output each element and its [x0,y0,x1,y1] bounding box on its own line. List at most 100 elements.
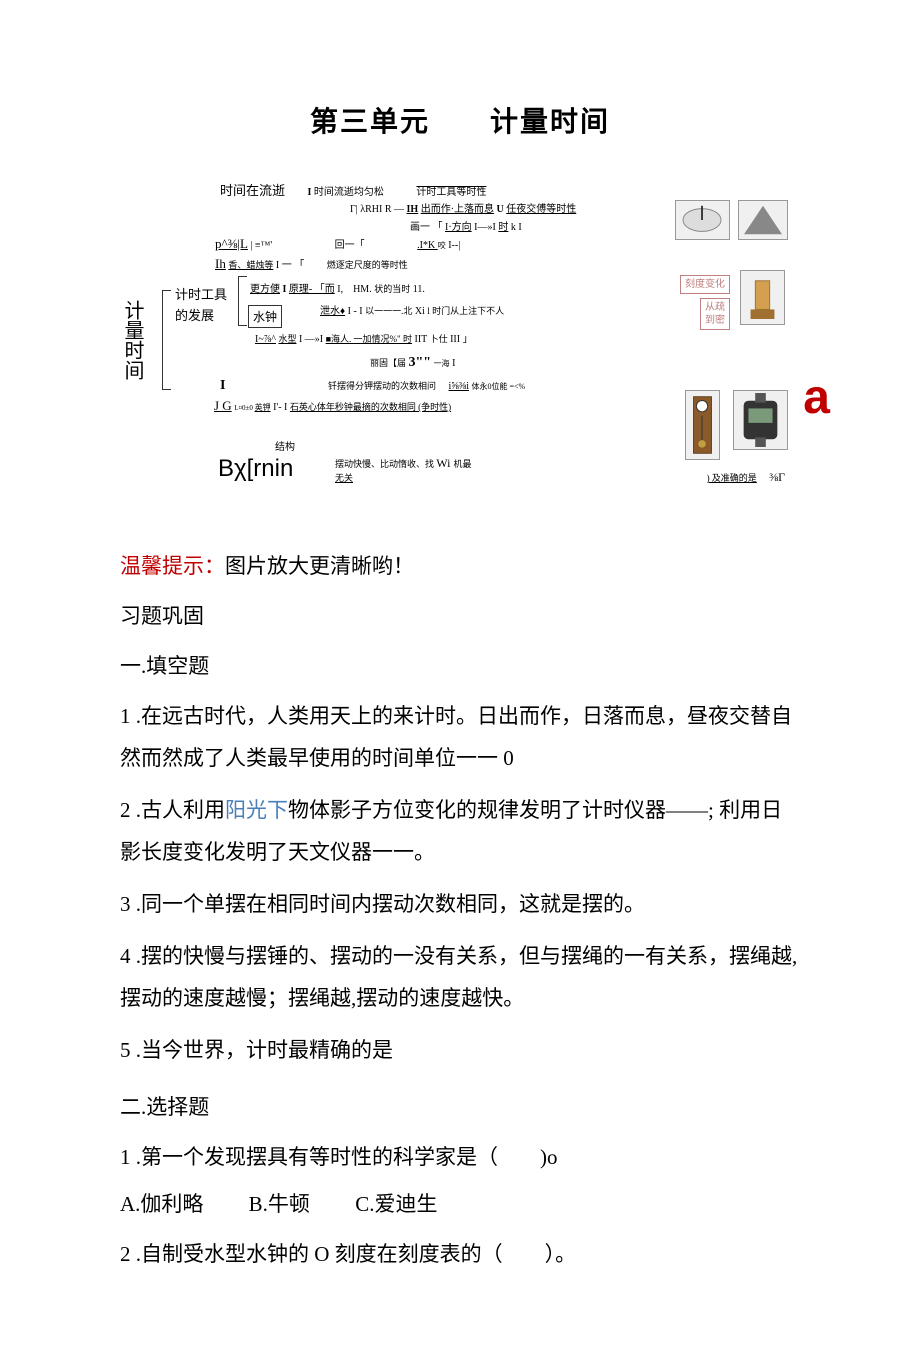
text: 状的当时 [374,284,410,294]
text: 丽固【届 [370,358,406,368]
text: p^⅜|L [215,236,248,251]
text: 回一「 [335,240,365,251]
text: ■海人. 一加情况%" 时 [326,334,412,344]
section-fill: 一.填空题 [120,650,800,680]
diagram-row-3: 画一 「 I·方向 I—»I 时 k I [410,218,522,233]
text: 从疏 [705,302,725,313]
choice-q1: 1 .第一个发现摆具有等时性的科学家是（ )o [120,1136,800,1178]
fill-q3: 3 .同一个单摆在相同时间内摆动次数相同，这就是摆的。 [120,883,800,925]
text: 英钾 [255,403,271,412]
text: I~⅞^ [255,334,276,345]
hint-line: 温馨提示：图片放大更清晰哟！ [120,550,800,580]
fill-q5: 5 .当今世界，计时最精确的是 [120,1029,800,1071]
text: 燃逐定尺度的等时性 [327,260,408,270]
text: I'- I [273,402,290,413]
text: I—»I [474,222,496,233]
text: 体永0位能 =<% [472,382,526,391]
diagram-row-7: 泄水♦ I - I 以一一一.北 Xi l 时门从上注下不人 [320,302,504,317]
diagram-main-label: 计量时间 [120,300,144,380]
text: 更方便 [250,284,280,295]
diagram-footer: ) 及准确的是 ⅜Γ [707,470,785,485]
fill-q4: 4 .摆的快慢与摆锤的、摆动的一没有关系，但与摆绳的一有关系，摆绳越,摆动的速度… [120,935,800,1019]
text: 画一 「 [410,222,443,233]
diagram-row-8: I~⅞^ 水型 I —»I ■海人. 一加情况%" 时 IIT 卜仕 III 」 [255,330,473,345]
text: I·方向 [445,222,472,233]
fill-q2: 2 .古人利用阳光下物体影子方位变化的规律发明了计时仪器——; 利用日影长度变化… [120,789,800,873]
incense-image [738,200,788,240]
text: 水型 [278,334,296,344]
sundial-image [675,200,730,240]
option-b: B.牛顿 [249,1188,310,1218]
text: 原理- 「而 [289,284,335,295]
text: III 」 [450,334,473,345]
text: 11. [413,284,425,295]
text: ⅜Γ [769,470,785,484]
text: k I [511,222,522,233]
option-a: A.伽利略 [120,1188,203,1218]
text: 时间流逝均匀松 [314,187,384,198]
bracket-main [162,290,170,390]
page-title: 第三单元 计量时间 [120,100,800,140]
section-choice: 二.选择题 [120,1091,800,1121]
text: 钎摆得分钾摆动的次数相问 [328,381,436,391]
text: 2 .古人利用 [120,798,225,822]
text: | ≡™' [250,240,272,251]
text: i⅝⅜i [448,381,469,392]
water-clock-label: 水钟 [248,305,282,328]
branch-label: 计时工具 的发展 [175,285,227,327]
text: 计时工具等时性 [416,187,486,198]
text: L¤0±0 [234,404,254,412]
choice-q2: 2 .自制受水型水钟的 O 刻度在刻度表的（ ）。 [120,1233,800,1275]
diagram-row-6: 更方便 I 原理- 「而 I, HM. 状的当时 11. [250,280,425,295]
text: 机最 [453,459,471,469]
bracket-sub [238,276,246,326]
text: Ih [215,256,226,271]
text: I [308,187,312,198]
text: IIT [414,334,429,345]
text: I [283,284,287,295]
text: 卜仕 [430,334,448,344]
text: 无关 [335,472,471,485]
digital-watch-image [733,390,788,450]
text: Γ| λRHI R ― [350,204,404,215]
pendulum-clock-image [685,390,720,460]
diagram-row-10: I 钎摆得分钾摆动的次数相问 i⅝⅜i 体永0位能 =<% [220,378,525,394]
hint-text: 图片放大更清晰哟！ [225,554,414,578]
text: 一海 [434,359,450,368]
big-red-a: a [803,370,830,425]
text: 3"" [409,355,432,370]
diagram-row-9: 丽固【届 3"" 一海 I [370,355,455,371]
text: I —»I [299,334,326,345]
text: I [220,378,225,393]
bx-text-row: 摆动快慢、比动惰收、找 Wi 机最 无关 [335,455,471,484]
text: 咬 [438,241,446,250]
stamp-2: 从疏 到密 [700,298,730,330]
diagram-row-5: Ih 香、蜡烛等 I 一 「 燃逐定尺度的等时性 [215,256,408,272]
text: J G [214,398,232,413]
text: Xi [415,306,425,317]
text: I [452,358,455,369]
text: 到密 [705,315,725,326]
diagram-row-4: p^⅜|L | ≡™' 回一「 .I*K 咬 I--| [215,236,460,252]
text: 任夜交傅等时性 [506,204,576,215]
diagram-region: 计量时间 时间在流逝 I 时间流逝均匀松 计时工具等时性 Γ| λRHI R ―… [120,180,800,520]
fill-q1: 1 .在远古时代，人类用天上的来计时。日出而作，日落而息，昼夜交替自然而然成了人… [120,695,800,779]
text: Wi [436,456,453,470]
stamp-1: 刻度变化 [680,275,730,294]
blue-text: 阳光下 [225,798,288,822]
text: ) 及准确的是 [707,473,757,483]
diagram-row-1: 时间在流逝 I 时间流逝均匀松 计时工具等时性 [220,180,486,199]
text: U [497,204,507,215]
diagram-row-2: Γ| λRHI R ― IH 出而作·上落而息 U 任夜交傅等时性 [350,200,576,215]
text: l 时门从上注下不人 [427,306,504,316]
text: 以一一一.北 [365,306,412,316]
text: 香、蜡烛等 [228,260,273,270]
text: 出而作·上落而息 [421,204,494,215]
text: 时 [498,222,508,233]
text: Bχ[rnin [218,455,293,482]
text: IH [407,204,419,215]
text: I--| [448,240,460,251]
text: I - I [348,306,366,317]
option-c: C.爱迪生 [355,1188,437,1218]
bx-row: Bχ[rnin [218,455,293,483]
